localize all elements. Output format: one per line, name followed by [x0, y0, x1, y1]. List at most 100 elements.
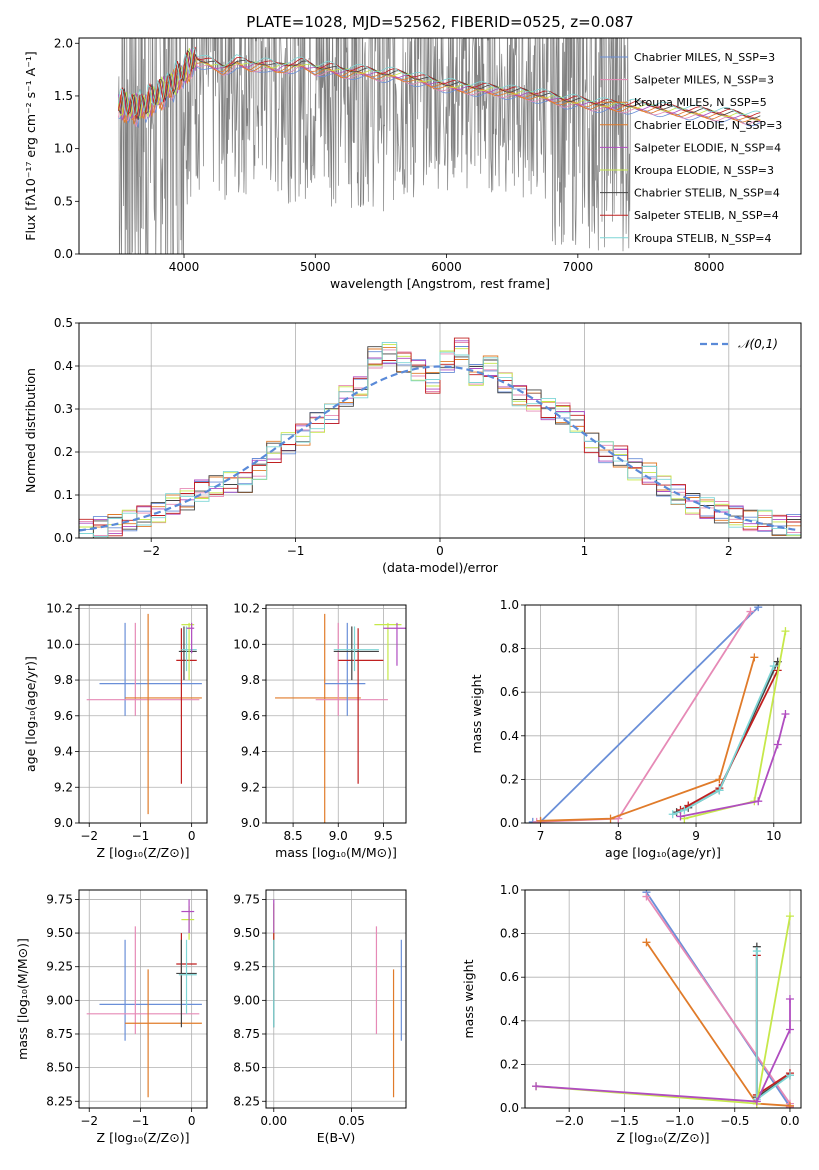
- y-tick-label: 8.75: [233, 1027, 260, 1041]
- y-tick-label: 0.1: [54, 488, 73, 502]
- y-tick-label: 8.25: [233, 1094, 260, 1108]
- y-tick-label: 9.25: [46, 960, 73, 974]
- y-tick-label: 9.6: [241, 709, 260, 723]
- mass-weight-line: [535, 999, 791, 1103]
- y-tick-label: 10.0: [46, 637, 73, 651]
- age-vs-z-panel: −2 −1 0 9.0 9.2 9.4 9.6 9.8 10.0 10.2 Z [log₁₀(Z/Z…: [23, 602, 208, 860]
- mass-weight-marker: [773, 740, 782, 749]
- y-tick-label: 0.6: [500, 685, 519, 699]
- y-tick-label: 0.4: [500, 1014, 519, 1028]
- x-tick-label: 7: [537, 829, 545, 843]
- plot-frame: [78, 889, 208, 1109]
- model-spectrum: [118, 52, 761, 123]
- y-tick-label: 9.2: [54, 780, 73, 794]
- x-tick-label: −2: [142, 544, 160, 558]
- legend-label: Salpeter STELIB, N_SSP=4: [634, 209, 779, 222]
- mass-weight-marker: [746, 607, 755, 616]
- mass-weight-marker: [715, 786, 724, 795]
- mass-weight-line: [672, 665, 775, 816]
- mass-weight-line: [535, 916, 791, 1105]
- y-tick-label: 9.6: [54, 709, 73, 723]
- y-tick-label: 0.8: [500, 642, 519, 656]
- x-tick-label: −1.0: [665, 1114, 694, 1128]
- y-tick-label: 10.0: [233, 637, 260, 651]
- y-tick-label: 0.2: [500, 1057, 519, 1071]
- mass-weight-marker: [785, 1101, 794, 1108]
- x-tick-label: −1: [132, 1114, 150, 1128]
- mass-weight-marker: [785, 1025, 794, 1034]
- mass-weight-marker: [752, 947, 761, 956]
- x-tick-label: −1: [132, 829, 150, 843]
- y-tick-label: 2.0: [54, 36, 73, 50]
- x-tick-label: −2: [80, 1114, 98, 1128]
- y-tick-label: 1.5: [54, 89, 73, 103]
- plot-area: [275, 613, 406, 823]
- x-tick-label: −0.5: [720, 1114, 749, 1128]
- y-tick-label: 9.00: [233, 993, 260, 1007]
- plot-area: [118, 38, 761, 254]
- y-tick-label: 8.50: [233, 1061, 260, 1075]
- spectrum-panel: 4000 5000 6000 7000 8000 0.0 0.5 1.0 1.5 2.0 wavel…: [23, 36, 802, 291]
- massweight-vs-age-panel: 7 8 9 10 0.0 0.2 0.4 0.6 0.8 1.0 age [log₁₀(age/yr…: [469, 598, 802, 860]
- plot-frame: [78, 604, 208, 824]
- plot-frame: [78, 37, 802, 255]
- y-tick-label: 9.4: [241, 745, 260, 759]
- y-tick-label: 0.4: [500, 729, 519, 743]
- spectrum-legend: Chabrier MILES, N_SSP=3 Salpeter MILES, N…: [600, 51, 782, 245]
- x-axis-label: wavelength [Angstrom, rest frame]: [330, 276, 550, 291]
- plot-area: [79, 337, 801, 538]
- mass-weight-marker: [769, 662, 778, 671]
- x-tick-label: 8: [614, 829, 622, 843]
- mass-weight-marker: [668, 810, 677, 819]
- y-tick-label: 0.5: [54, 316, 73, 330]
- y-tick-label: 9.75: [233, 892, 260, 906]
- plot-area: [86, 899, 202, 1098]
- legend-label: Chabrier MILES, N_SSP=3: [634, 51, 775, 64]
- mass-weight-marker: [785, 912, 794, 921]
- y-tick-label: 9.8: [54, 673, 73, 687]
- mass-weight-marker: [781, 710, 790, 718]
- y-tick-label: 9.00: [46, 993, 73, 1007]
- y-tick-label: 9.0: [241, 816, 260, 830]
- plot-frame: [265, 604, 407, 824]
- y-tick-label: 0.2: [500, 772, 519, 786]
- mass-weight-marker: [532, 817, 541, 823]
- y-tick-label: 9.0: [54, 816, 73, 830]
- x-tick-label: 7000: [563, 260, 594, 274]
- x-axis-label: age [log₁₀(age/yr)]: [605, 845, 721, 860]
- x-axis-label: Z [log₁₀(Z/Z⊙)]: [97, 1130, 190, 1145]
- y-tick-label: 1.0: [500, 883, 519, 897]
- plot-area: [86, 613, 202, 815]
- y-tick-label: 9.50: [46, 926, 73, 940]
- y-axis-label: Flux [fλ10⁻¹⁷ erg cm⁻² s⁻¹ A⁻¹]: [23, 51, 38, 240]
- legend-label: Salpeter MILES, N_SSP=3: [634, 74, 774, 87]
- legend-label: Salpeter ELODIE, N_SSP=4: [634, 141, 781, 154]
- legend-label: Chabrier ELODIE, N_SSP=3: [634, 119, 782, 132]
- y-tick-label: 8.75: [46, 1027, 73, 1041]
- y-axis-label: mass weight: [461, 959, 476, 1038]
- model-spectrum: [118, 54, 761, 127]
- mass-weight-marker: [536, 816, 545, 823]
- x-tick-label: 8.5: [284, 829, 303, 843]
- y-tick-label: 0.5: [54, 194, 73, 208]
- mass-weight-line: [540, 657, 756, 822]
- x-tick-label: 6000: [431, 260, 462, 274]
- plot-frame: [524, 604, 802, 824]
- mass-weight-marker: [532, 1082, 541, 1091]
- y-tick-label: 0.6: [500, 970, 519, 984]
- y-axis-label: mass [log₁₀(M/M⊙)]: [15, 938, 30, 1060]
- y-tick-label: 0.3: [54, 402, 73, 416]
- normal-curve: [79, 365, 799, 532]
- x-tick-label: −2.0: [555, 1114, 584, 1128]
- mass-weight-marker: [606, 814, 615, 823]
- model-spectrum: [118, 52, 761, 125]
- y-tick-label: 9.8: [241, 673, 260, 687]
- y-axis-label: age [log₁₀(age/yr)]: [23, 656, 38, 772]
- x-tick-label: −2: [80, 829, 98, 843]
- mass-weight-marker: [676, 812, 685, 821]
- x-axis-label: mass [log₁₀(M/M⊙)]: [275, 845, 397, 860]
- y-tick-label: 9.50: [233, 926, 260, 940]
- x-tick-label: −1: [287, 544, 305, 558]
- x-axis-label: (data-model)/error: [382, 560, 499, 575]
